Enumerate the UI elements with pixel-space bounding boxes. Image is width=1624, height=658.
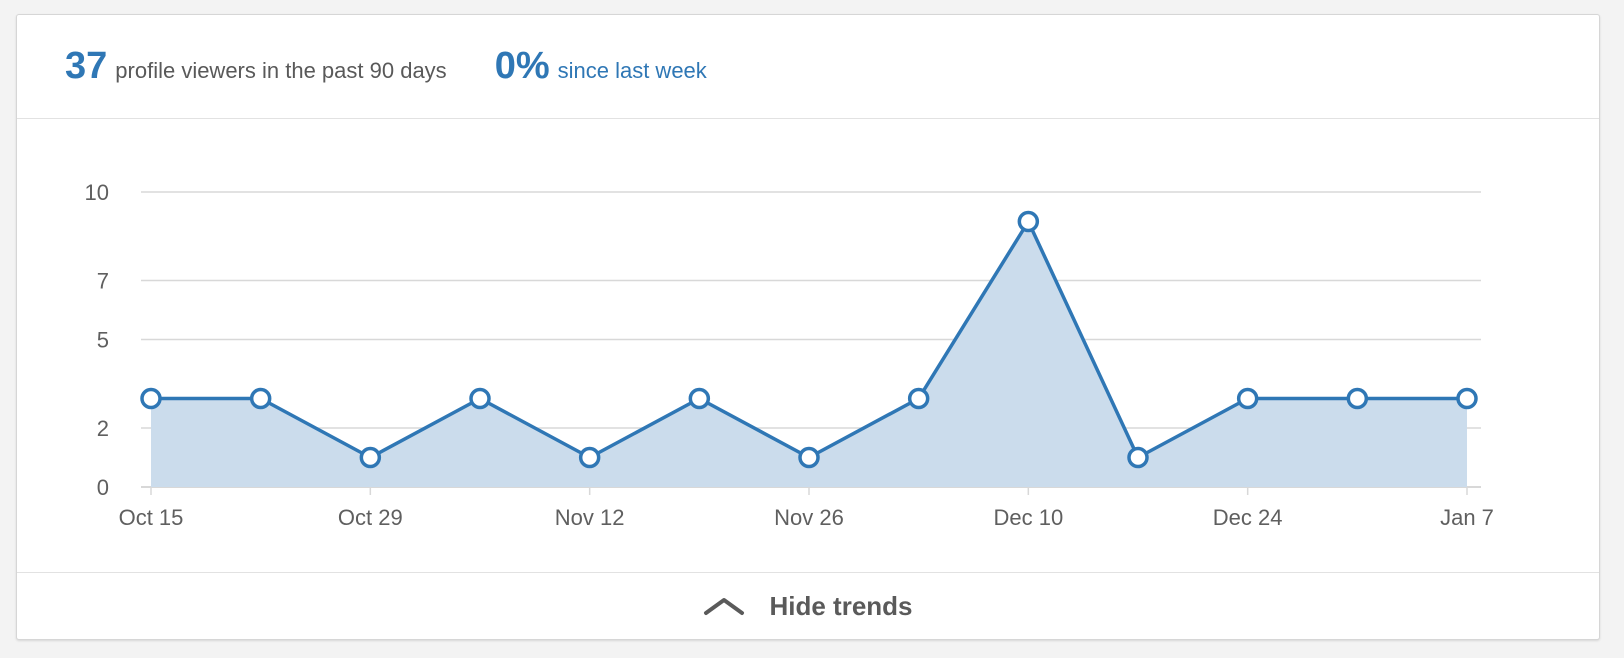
- y-tick-label: 2: [97, 416, 109, 441]
- chevron-up-icon: [704, 598, 745, 615]
- change-label[interactable]: since last week: [557, 58, 707, 83]
- x-tick-label: Dec 10: [993, 505, 1063, 530]
- change-value[interactable]: 0%: [494, 45, 550, 87]
- data-point: [1456, 387, 1478, 410]
- data-point: [249, 387, 272, 410]
- profile-views-card: 37 profile viewers in the past 90 days 0…: [16, 14, 1600, 640]
- y-tick-label: 0: [97, 475, 109, 500]
- data-point: [469, 387, 491, 410]
- x-tick-label: Oct 15: [119, 505, 184, 530]
- hide-trends-label: Hide trends: [769, 590, 913, 621]
- data-point: [798, 446, 820, 469]
- x-tick-label: Nov 12: [555, 505, 625, 530]
- hide-trends-button[interactable]: Hide trends: [17, 572, 1599, 639]
- x-tick-label: Oct 29: [338, 505, 403, 530]
- viewers-label: profile viewers in the past 90 days: [115, 58, 447, 83]
- change-stat[interactable]: 0% since last week: [495, 45, 707, 88]
- data-point: [688, 387, 711, 410]
- data-point: [1127, 446, 1149, 469]
- data-point: [1236, 387, 1259, 410]
- y-tick-label: 5: [97, 328, 109, 353]
- stats-header: 37 profile viewers in the past 90 days 0…: [17, 15, 1599, 119]
- x-tick-label: Nov 26: [774, 505, 844, 530]
- data-point: [907, 387, 930, 410]
- y-tick-label: 10: [85, 180, 109, 205]
- data-point: [1346, 387, 1369, 410]
- data-point: [140, 387, 162, 410]
- data-point: [1017, 210, 1040, 233]
- viewers-trend-chart: 0 2 5 7 10 Oct 15 Oct 29 Nov 12 Nov 26 Dec 10 Dec …: [85, 180, 1494, 530]
- data-point: [359, 446, 382, 469]
- x-tick-label: Jan 7: [1440, 505, 1494, 530]
- data-point: [578, 446, 601, 469]
- x-tick-label: Dec 24: [1213, 505, 1283, 530]
- viewers-stat: 37 profile viewers in the past 90 days: [65, 45, 447, 88]
- viewers-count: 37: [65, 45, 108, 87]
- y-tick-label: 7: [97, 269, 109, 294]
- series-area: [151, 221, 1467, 487]
